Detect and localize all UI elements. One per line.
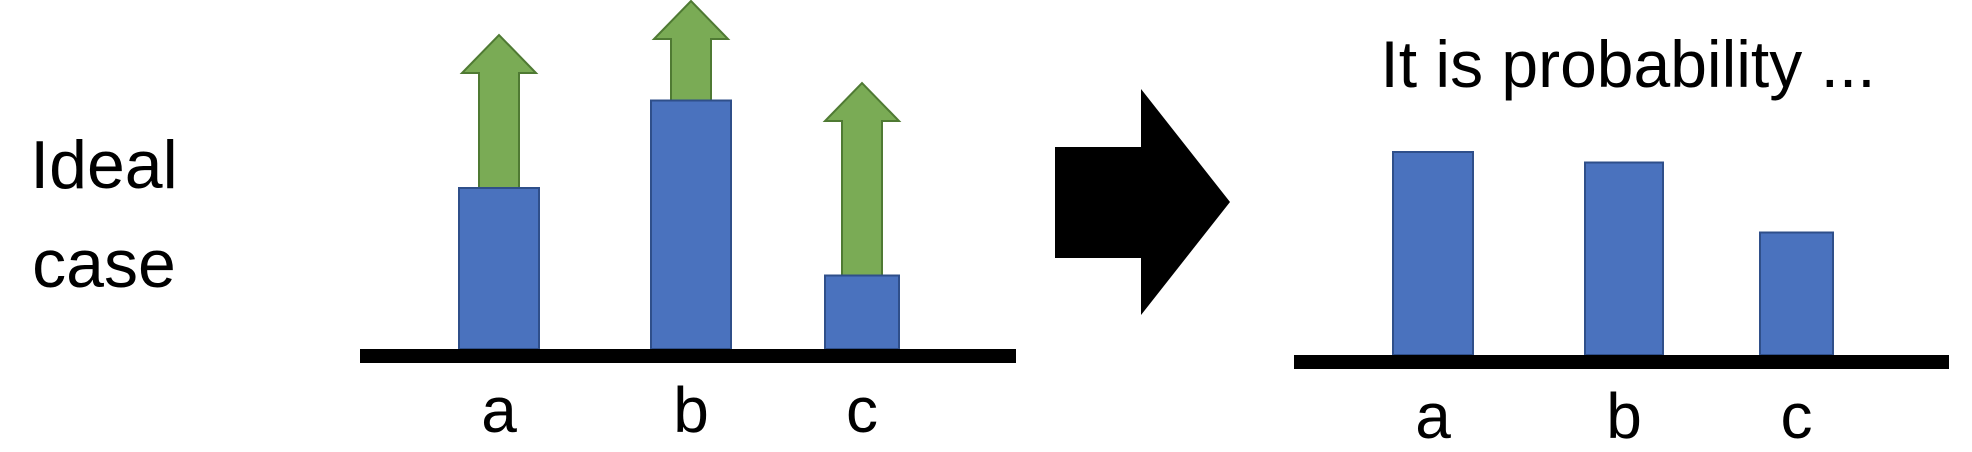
up-arrow-icon	[822, 81, 902, 281]
bar-a	[458, 187, 540, 350]
category-label: c	[846, 374, 878, 446]
category-label: b	[673, 374, 709, 446]
x-axis-line	[360, 349, 1016, 363]
category-label: c	[1781, 380, 1813, 452]
right-arrow-icon	[1055, 89, 1230, 315]
bar-b	[1584, 161, 1664, 356]
bar-b	[650, 99, 732, 350]
side-label-line1: Ideal	[30, 127, 177, 203]
x-axis-line	[1294, 355, 1949, 369]
right-bar-chart: a b c	[1294, 151, 1949, 452]
bar-c	[824, 274, 900, 350]
category-label: a	[481, 374, 517, 446]
category-label: b	[1606, 380, 1642, 452]
category-label: a	[1415, 380, 1451, 452]
side-label-line2: case	[32, 226, 176, 302]
right-chart-title: It is probability ...	[1380, 27, 1875, 101]
up-arrow-icon	[459, 33, 539, 193]
bar-a	[1392, 151, 1474, 356]
up-arrow-icon	[651, 0, 731, 106]
left-bar-chart: a b c	[360, 0, 1016, 446]
bar-c	[1759, 231, 1834, 356]
